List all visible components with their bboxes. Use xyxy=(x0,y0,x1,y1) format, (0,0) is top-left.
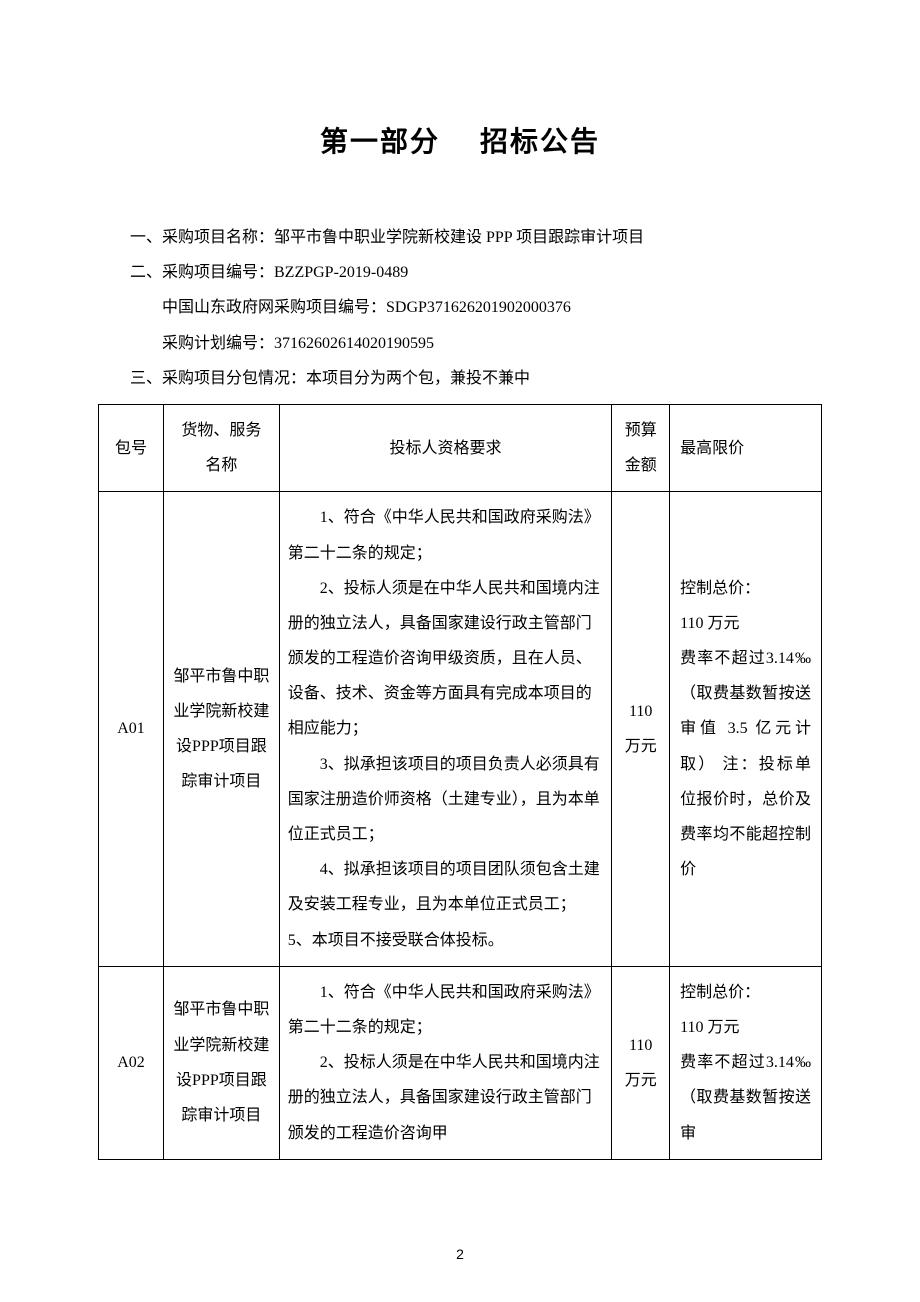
header-max: 最高限价 xyxy=(670,404,822,491)
cell-req: 1、符合《中华人民共和国政府采购法》第二十二条的规定； 2、投标人须是在中华人民… xyxy=(279,492,612,966)
cell-name: 邹平市鲁中职业学院新校建设PPP项目跟踪审计项目 xyxy=(164,492,280,966)
cell-req: 1、符合《中华人民共和国政府采购法》第二十二条的规定； 2、投标人须是在中华人民… xyxy=(279,966,612,1159)
package-table: 包号 货物、服务 名称 投标人资格要求 预算 金额 最高限价 A01 邹平市鲁中… xyxy=(98,404,822,1160)
req-item: 2、投标人须是在中华人民共和国境内注册的独立法人，具备国家建设行政主管部门颁发的… xyxy=(288,571,604,747)
max-rest: 费率不超过3.14‰（取费基数暂按送审值 3.5 亿元计取） 注：投标单位报价时… xyxy=(680,641,811,887)
max-rest: 费率不超过3.14‰（取费基数暂按送审 xyxy=(680,1045,811,1151)
document-title: 第一部分 招标公告 xyxy=(98,120,822,160)
info-block: 一、采购项目名称：邹平市鲁中职业学院新校建设 PPP 项目跟踪审计项目 二、采购… xyxy=(98,220,822,396)
header-name-l1: 货物、服务 xyxy=(170,413,273,448)
subpackage-line: 三、采购项目分包情况：本项目分为两个包，兼投不兼中 xyxy=(98,361,822,396)
header-budget: 预算 金额 xyxy=(612,404,670,491)
header-name: 货物、服务 名称 xyxy=(164,404,280,491)
cell-pkg: A01 xyxy=(99,492,164,966)
header-name-l2: 名称 xyxy=(170,448,273,483)
header-budget-l2: 金额 xyxy=(618,448,663,483)
cell-max: 控制总价： 110 万元 费率不超过3.14‰（取费基数暂按送审 xyxy=(670,966,822,1159)
gov-code-line: 中国山东政府网采购项目编号：SDGP371626201902000376 xyxy=(98,290,822,325)
budget-val: 110 xyxy=(618,1028,663,1063)
cell-budget: 110 万元 xyxy=(612,492,670,966)
max-line: 110 万元 xyxy=(680,1010,811,1045)
title-part: 第一部分 xyxy=(320,126,440,157)
project-name-line: 一、采购项目名称：邹平市鲁中职业学院新校建设 PPP 项目跟踪审计项目 xyxy=(98,220,822,255)
header-pkg: 包号 xyxy=(99,404,164,491)
budget-unit: 万元 xyxy=(618,729,663,764)
max-line: 110 万元 xyxy=(680,606,811,641)
plan-code-line: 采购计划编号：37162602614020190595 xyxy=(98,326,822,361)
cell-pkg: A02 xyxy=(99,966,164,1159)
project-code-line: 二、采购项目编号：BZZPGP-2019-0489 xyxy=(98,255,822,290)
header-budget-l1: 预算 xyxy=(618,413,663,448)
req-item: 3、拟承担该项目的项目负责人必须具有国家注册造价师资格（土建专业），且为本单位正… xyxy=(288,747,604,853)
cell-max: 控制总价： 110 万元 费率不超过3.14‰（取费基数暂按送审值 3.5 亿元… xyxy=(670,492,822,966)
max-line: 控制总价： xyxy=(680,571,811,606)
req-item: 4、拟承担该项目的项目团队须包含土建及安装工程专业，且为本单位正式员工； xyxy=(288,852,604,922)
page-number: 2 xyxy=(0,1246,920,1262)
req-item: 2、投标人须是在中华人民共和国境内注册的独立法人，具备国家建设行政主管部门颁发的… xyxy=(288,1045,604,1151)
cell-budget: 110 万元 xyxy=(612,966,670,1159)
budget-unit: 万元 xyxy=(618,1063,663,1098)
header-req: 投标人资格要求 xyxy=(279,404,612,491)
req-item: 1、符合《中华人民共和国政府采购法》第二十二条的规定； xyxy=(288,975,604,1045)
table-row: A02 邹平市鲁中职业学院新校建设PPP项目跟踪审计项目 1、符合《中华人民共和… xyxy=(99,966,822,1159)
req-item: 5、本项目不接受联合体投标。 xyxy=(288,923,604,958)
cell-name: 邹平市鲁中职业学院新校建设PPP项目跟踪审计项目 xyxy=(164,966,280,1159)
budget-val: 110 xyxy=(618,694,663,729)
table-header-row: 包号 货物、服务 名称 投标人资格要求 预算 金额 最高限价 xyxy=(99,404,822,491)
max-line: 控制总价： xyxy=(680,975,811,1010)
table-row: A01 邹平市鲁中职业学院新校建设PPP项目跟踪审计项目 1、符合《中华人民共和… xyxy=(99,492,822,966)
title-label: 招标公告 xyxy=(480,126,600,157)
req-item: 1、符合《中华人民共和国政府采购法》第二十二条的规定； xyxy=(288,500,604,570)
